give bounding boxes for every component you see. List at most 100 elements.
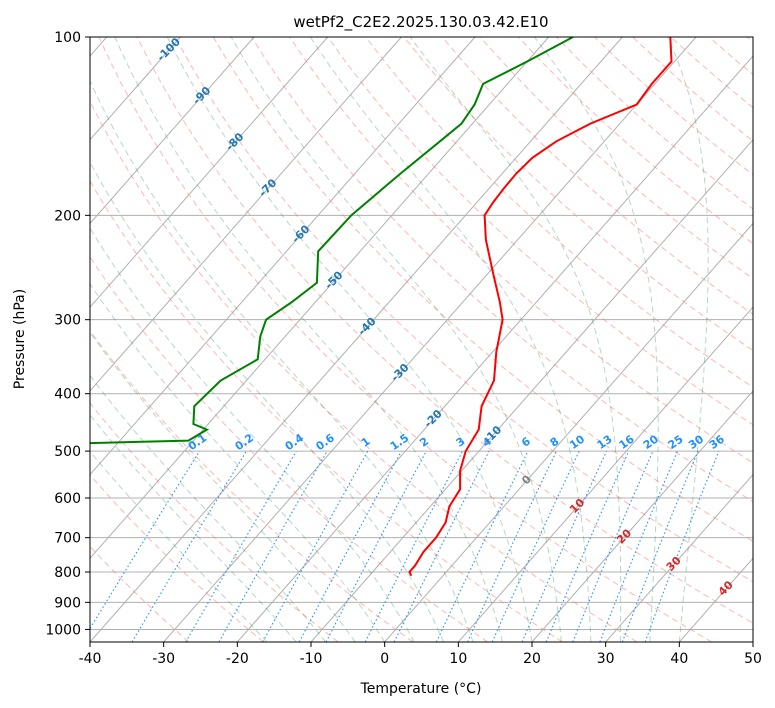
- dry-adiabat: [327, 37, 753, 426]
- dry-adiabat: [212, 37, 753, 542]
- moist-adiabat: [90, 80, 474, 642]
- moist-adiabat: [409, 37, 622, 642]
- dewpoint-point: [192, 423, 195, 425]
- dewpoint-point: [317, 250, 320, 253]
- plot-area: [90, 37, 753, 642]
- isotherm-line: [90, 37, 181, 141]
- y-tick-label: 600: [54, 491, 81, 507]
- isotherm-line: [531, 390, 753, 642]
- sounding-series: [90, 37, 673, 576]
- temperature-point: [503, 187, 505, 189]
- isotherm-line: [605, 473, 753, 642]
- temperature-point: [464, 450, 467, 452]
- y-tick-label: 800: [54, 565, 81, 581]
- y-tick-label: 300: [54, 313, 81, 329]
- moist-adiabat: [90, 161, 445, 642]
- temperature-point: [492, 272, 494, 274]
- dewpoint-point: [316, 282, 318, 284]
- mixing-ratio-line: [90, 450, 200, 630]
- temperature-point: [651, 83, 653, 85]
- x-tick-label: -40: [79, 651, 102, 667]
- mixing-ratio-line: [599, 450, 679, 642]
- y-axis: 100 200 300 400 500 600 700 800 900 1000: [45, 30, 90, 638]
- moist-adiabat: [90, 331, 356, 642]
- isotherm-line: [90, 37, 623, 642]
- moist-adiabat: [90, 374, 327, 642]
- isotherm-line: [163, 37, 697, 642]
- x-axis-label: Temperature (°C): [360, 681, 482, 697]
- isotherm-line: [236, 55, 753, 642]
- dewpoint-point: [187, 439, 190, 442]
- temperature-point: [408, 571, 411, 573]
- mixing-ratio-line: [621, 450, 699, 642]
- isotherm-line: [457, 306, 753, 642]
- temperature-point: [448, 505, 451, 508]
- temperature-point: [444, 521, 447, 524]
- dry-adiabat: [90, 100, 638, 642]
- dry-adiabat: [250, 37, 753, 503]
- moist-adiabat: [534, 37, 659, 642]
- dewpoint-point: [399, 172, 402, 175]
- mixing-ratio-line: [521, 450, 608, 642]
- dry-adiabat: [174, 37, 753, 583]
- dewpoint-point: [265, 318, 267, 321]
- gridlines: [90, 37, 753, 642]
- temperature-point: [492, 201, 495, 203]
- temperature-point: [459, 488, 461, 491]
- isotherm-line: [90, 37, 255, 225]
- temperature-point: [555, 140, 558, 143]
- mixing-ratio-line: [644, 450, 720, 642]
- y-axis-label: Pressure (hPa): [12, 289, 28, 389]
- moist-adiabat: [90, 414, 297, 642]
- dewpoint-point: [193, 405, 196, 408]
- isotherm-line: [90, 37, 550, 560]
- y-tick-label: 400: [54, 387, 81, 403]
- x-tick-label: -30: [152, 651, 175, 667]
- dry-adiabat: [90, 329, 414, 642]
- moist-adiabats: [90, 37, 709, 642]
- mixing-ratio-line: [298, 450, 402, 642]
- temperature-point: [515, 172, 518, 175]
- temperature-point: [499, 301, 501, 303]
- dewpoint-point: [291, 301, 293, 303]
- dry-adiabat: [90, 179, 563, 642]
- temperature-point: [459, 470, 461, 472]
- moist-adiabat: [90, 282, 386, 642]
- isotherm-line: [90, 37, 402, 392]
- dewpoint-point: [439, 140, 441, 143]
- y-tick-label: 900: [54, 595, 81, 611]
- isotherm-line: [384, 222, 753, 642]
- dewpoint-point: [526, 60, 528, 63]
- moist-adiabat: [309, 37, 592, 642]
- moist-adiabat: [166, 37, 533, 642]
- dewpoint-point: [482, 83, 484, 85]
- dry-adiabats: [90, 37, 753, 642]
- dry-adiabat: [90, 474, 264, 642]
- temperature-point: [670, 60, 673, 63]
- mixing-ratio-line: [545, 450, 630, 642]
- moist-adiabat: [114, 37, 503, 642]
- x-tick-label: -10: [300, 651, 323, 667]
- chart-title: wetPf2_C2E2.2025.130.03.42.E10: [293, 13, 548, 32]
- temperature-point: [493, 379, 495, 382]
- moist-adiabat: [90, 450, 268, 642]
- dry-adiabat: [90, 402, 339, 642]
- mixing-ratio-line: [364, 450, 463, 642]
- temperature-point: [589, 122, 592, 125]
- temperature-point: [531, 157, 533, 159]
- dewpoint-point: [473, 103, 476, 106]
- moist-adiabat: [667, 37, 709, 642]
- mixing-ratio-line: [572, 450, 654, 642]
- y-tick-label: 100: [54, 30, 81, 46]
- temperature-point: [483, 214, 486, 217]
- temperature-point: [501, 318, 504, 321]
- temperature-point: [635, 103, 638, 106]
- dewpoint-point: [460, 122, 463, 125]
- x-tick-label: 40: [670, 651, 688, 667]
- moist-adiabat: [230, 37, 562, 642]
- dry-adiabat: [98, 37, 712, 642]
- dewpoint-point: [259, 335, 262, 338]
- temperature-point: [410, 574, 412, 576]
- y-tick-label: 200: [54, 208, 81, 224]
